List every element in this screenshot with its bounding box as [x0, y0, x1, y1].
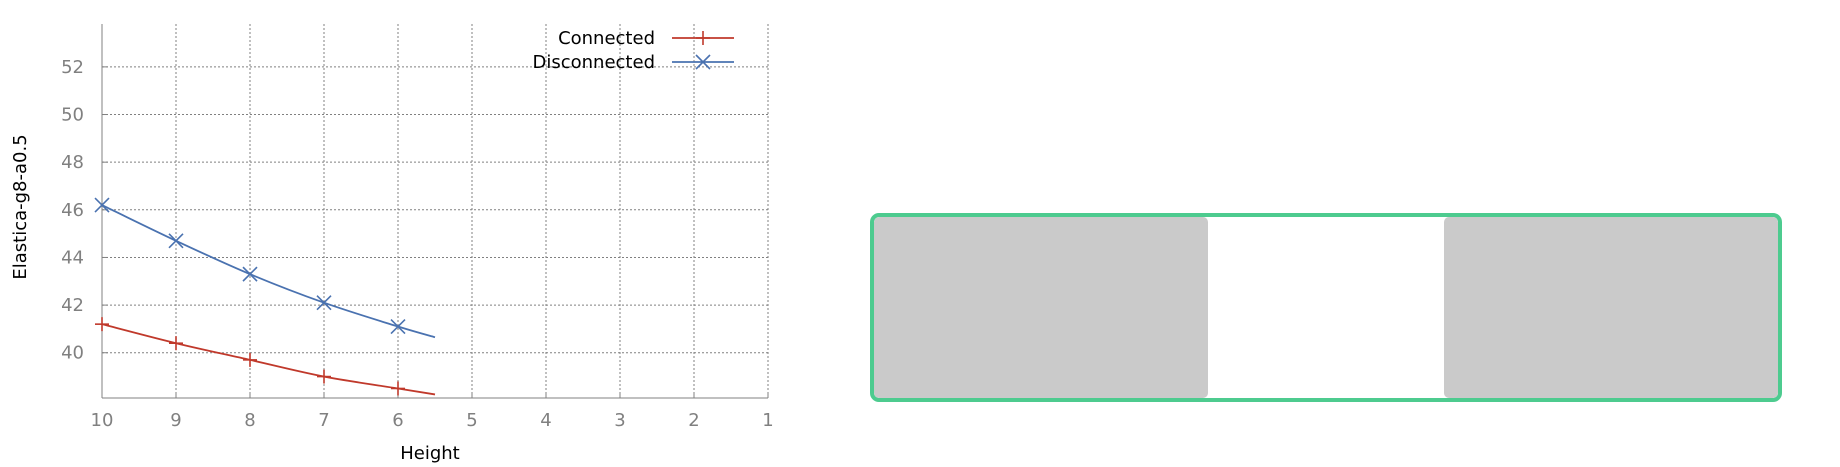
data-point-connected [169, 336, 183, 351]
y-tick-label: 46 [61, 200, 84, 221]
data-point-disconnected [94, 197, 110, 213]
data-point-disconnected [242, 266, 258, 282]
y-axis-title: Elastica-g8-a0.5 [10, 134, 31, 279]
data-point-disconnected [390, 318, 406, 335]
diagram-block-left [874, 217, 1208, 398]
y-tick-label: 52 [61, 57, 84, 78]
y-tick-label: 40 [61, 343, 84, 364]
legend-label: Connected [558, 28, 655, 49]
legend-entry-disconnected: Disconnected [533, 52, 734, 73]
x-tick-label: 9 [170, 410, 181, 431]
x-tick-label: 1 [762, 410, 773, 431]
x-tick-label: 7 [318, 410, 329, 431]
series [94, 197, 436, 396]
legend-entry-connected: Connected [558, 28, 734, 49]
tick-labels: 10 9 8 7 6 5 4 3 2 1 40 42 44 46 48 50 52 [61, 57, 774, 431]
data-point-connected [243, 352, 257, 367]
x-tick-label: 2 [688, 410, 699, 431]
series-line-connected [101, 323, 436, 396]
axes [101, 24, 769, 399]
diagram-frame [870, 213, 1782, 402]
data-point-connected [95, 317, 109, 332]
x-tick-label: 10 [91, 410, 114, 431]
series-connected [95, 317, 436, 396]
y-tick-label: 44 [61, 247, 84, 268]
legend-marker-disconnected [695, 54, 711, 70]
x-tick-label: 8 [244, 410, 255, 431]
legend: Connected Disconnected [533, 28, 734, 73]
legend-marker-connected [696, 31, 710, 45]
data-point-disconnected [316, 295, 332, 311]
y-tick-label: 42 [61, 295, 84, 316]
x-tick-label: 6 [392, 410, 403, 431]
data-point-connected [317, 369, 331, 384]
legend-label: Disconnected [533, 52, 656, 73]
diagram-block-right [1444, 217, 1778, 398]
data-point-disconnected [168, 233, 184, 249]
data-point-connected [391, 381, 405, 396]
y-tick-label: 48 [61, 152, 84, 173]
x-tick-label: 4 [540, 410, 551, 431]
x-tick-label: 3 [614, 410, 625, 431]
x-tick-label: 5 [466, 410, 477, 431]
y-tick-label: 50 [61, 105, 84, 126]
x-axis-title: Height [400, 443, 460, 464]
grid [102, 24, 769, 398]
series-line-disconnected [101, 204, 436, 339]
series-disconnected [94, 197, 436, 339]
